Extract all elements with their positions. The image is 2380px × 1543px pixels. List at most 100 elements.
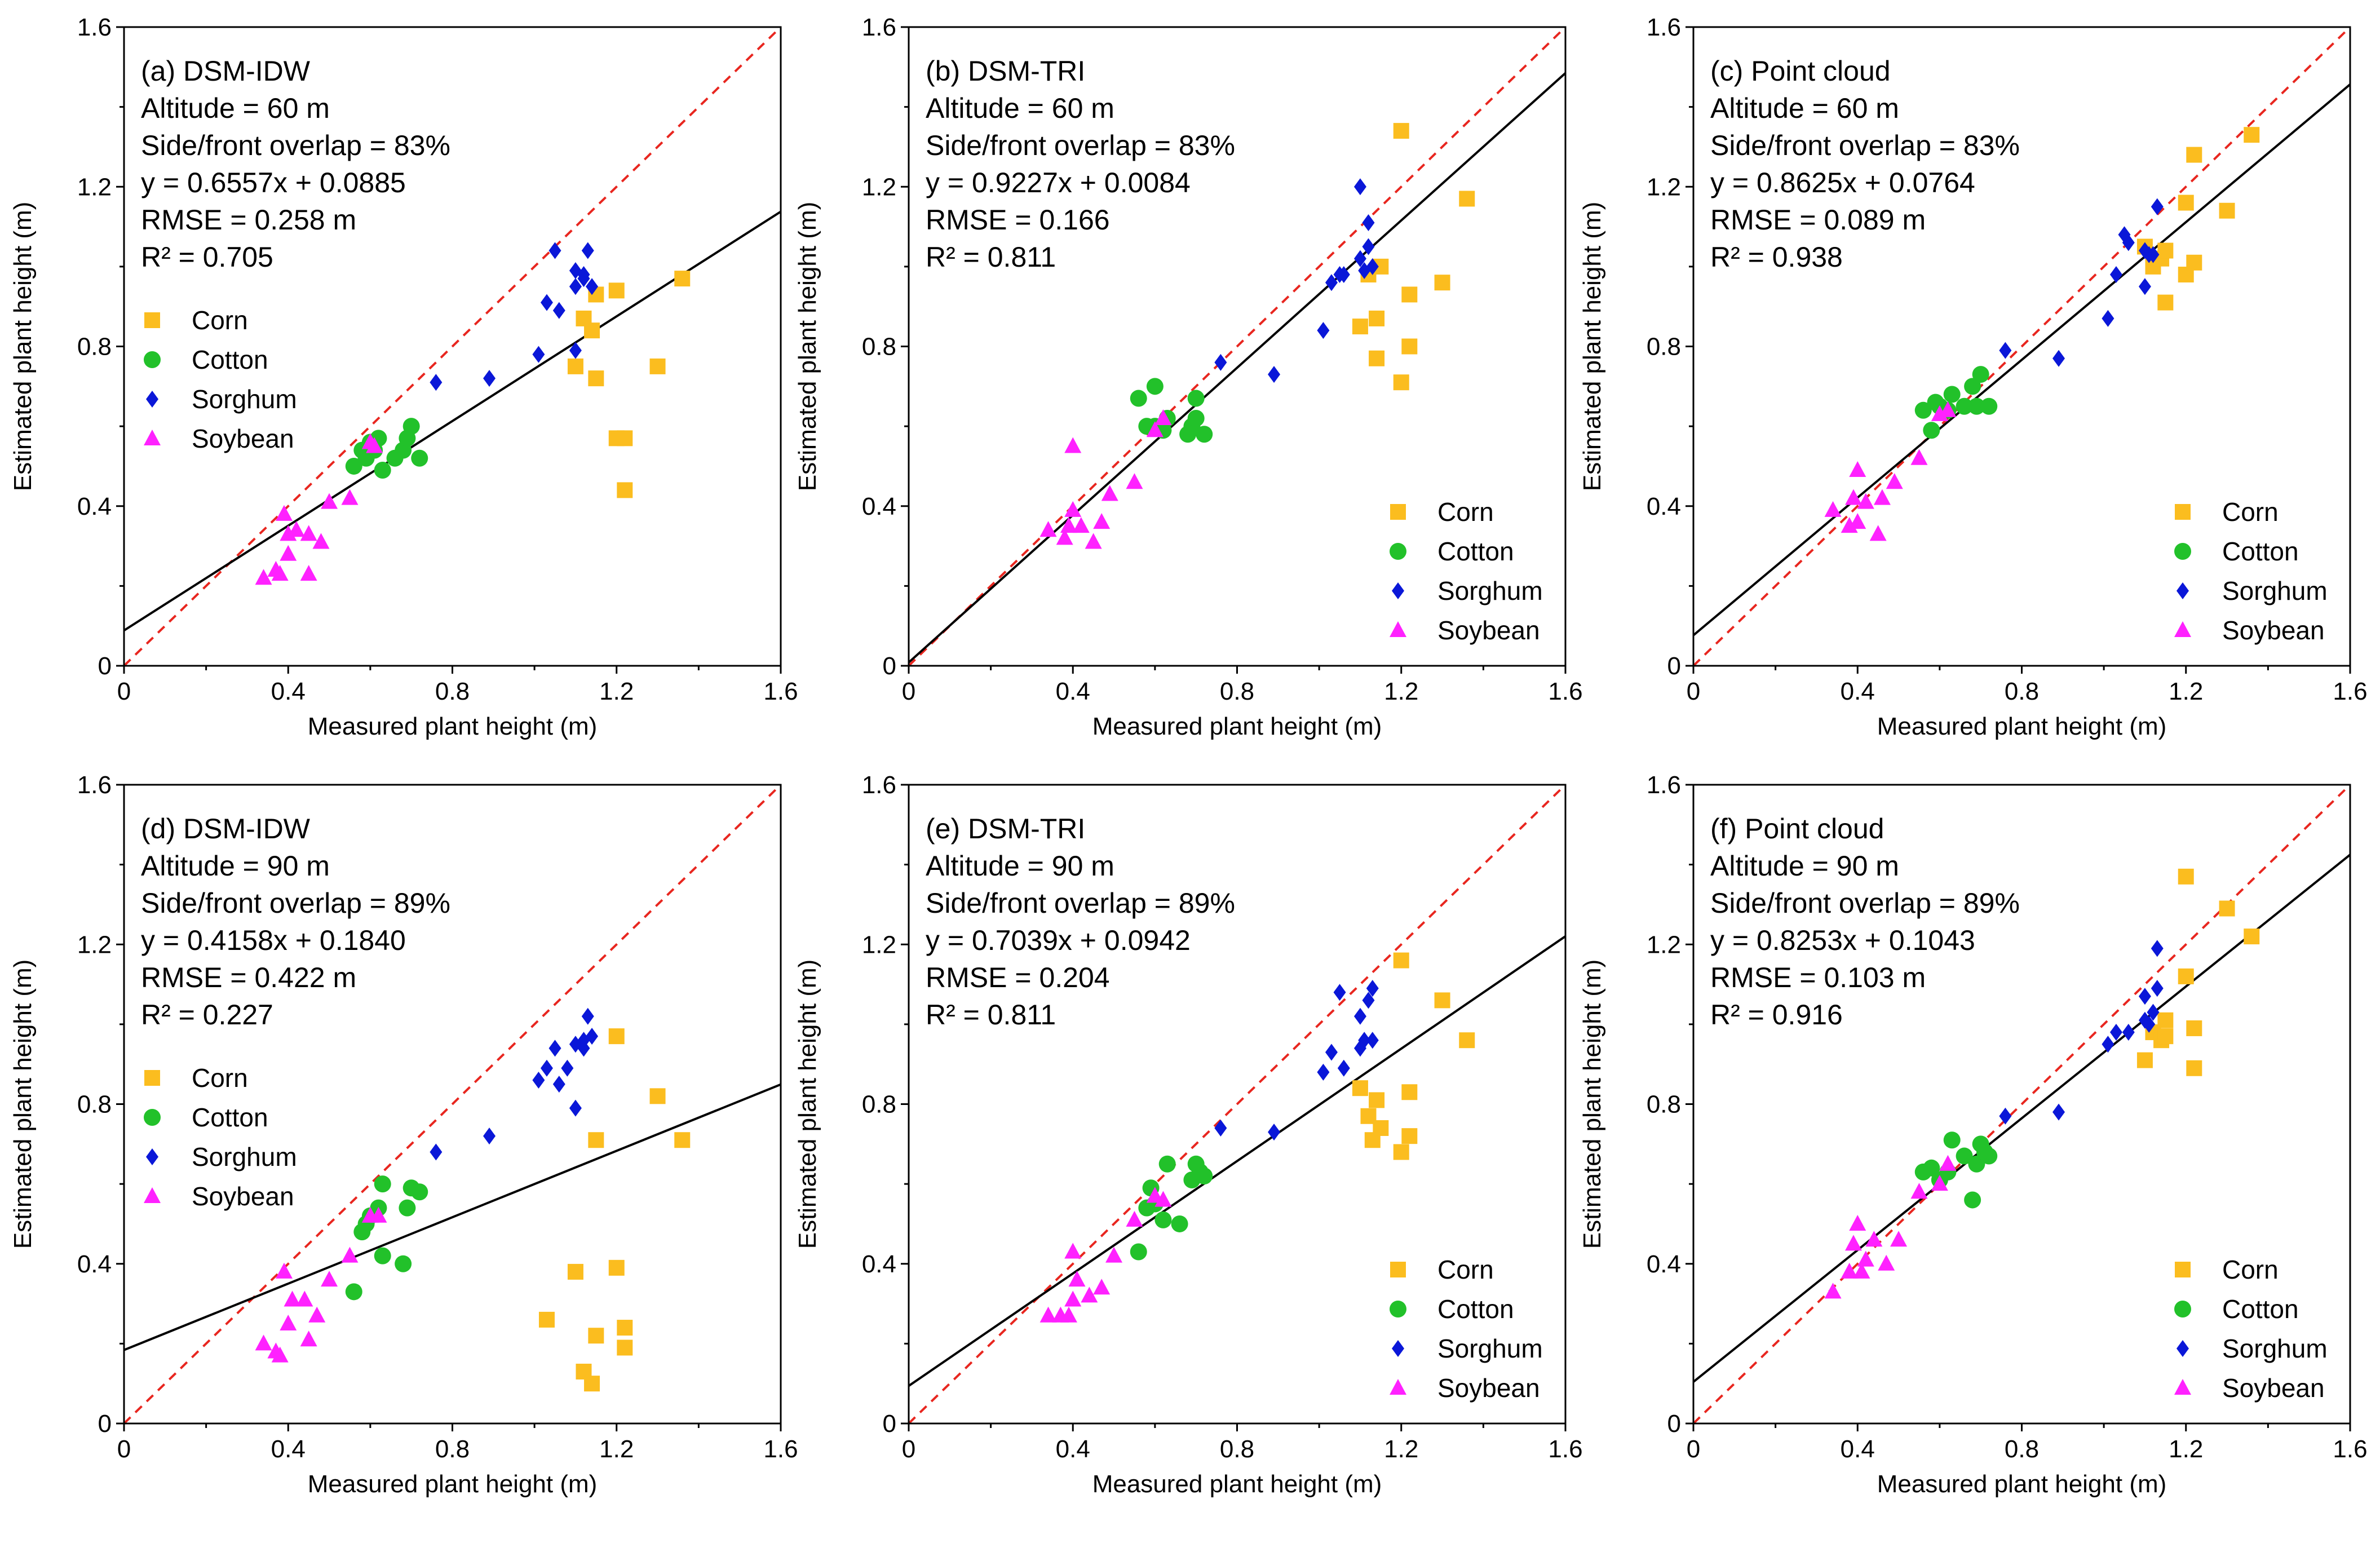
data-point-sorghum (2122, 1024, 2135, 1041)
y-tick-label: 0 (883, 652, 896, 680)
data-point-cotton (1196, 426, 1213, 443)
legend-marker-sorghum (2176, 1340, 2189, 1357)
x-tick-label: 1.2 (1384, 1435, 1418, 1463)
y-tick-label: 1.6 (77, 771, 112, 799)
data-point-soybean (1146, 421, 1164, 437)
y-axis-label: Estimated plant height (m) (1578, 960, 1606, 1249)
data-point-soybean (1824, 1283, 1842, 1299)
data-point-corn (2178, 868, 2194, 885)
data-point-cotton (411, 449, 428, 467)
data-point-corn (674, 1132, 691, 1148)
data-point-soybean (1857, 493, 1874, 509)
data-point-soybean (1056, 529, 1073, 545)
data-point-soybean (1844, 489, 1862, 505)
legend-label-corn: Corn (1437, 1255, 1494, 1284)
regression-line (124, 210, 781, 632)
y-tick-label: 0 (98, 1410, 112, 1438)
data-point-sorghum (1325, 274, 1338, 291)
data-point-corn (1393, 952, 1409, 969)
data-point-sorghum (569, 1099, 582, 1117)
legend: Corn Cotton Sorghum Soybean (1390, 1255, 1543, 1403)
annotation-line: (f) Point cloud (1710, 813, 1884, 845)
annotation-line: (c) Point cloud (1710, 55, 1891, 87)
legend-marker-soybean (144, 1187, 161, 1203)
data-point-sorghum (2122, 234, 2135, 251)
data-point-cotton (374, 1247, 391, 1265)
data-point-cotton (1187, 409, 1205, 427)
data-point-sorghum (483, 1128, 496, 1145)
data-point-sorghum (1366, 1032, 1379, 1049)
data-point-cotton (1154, 1211, 1172, 1228)
series-sorghum (430, 1007, 599, 1161)
annotation-line: Side/front overlap = 89% (141, 887, 450, 919)
data-point-sorghum (532, 1072, 545, 1089)
data-point-corn (1352, 1080, 1368, 1097)
one-to-one-line (909, 785, 1565, 1423)
legend-marker-corn (1390, 504, 1406, 520)
y-tick-label: 1.2 (77, 931, 112, 958)
x-tick-label: 0 (117, 1435, 131, 1463)
annotation-line: y = 0.4158x + 0.1840 (141, 925, 406, 956)
legend-marker-soybean (2174, 1379, 2191, 1395)
legend-label-cotton: Cotton (1437, 537, 1514, 566)
x-axis-label: Measured plant height (m) (1877, 713, 2167, 740)
legend-label-corn: Corn (192, 306, 248, 335)
series-sorghum (1999, 940, 2164, 1125)
data-point-corn (1401, 1084, 1418, 1100)
series-soybean (1039, 409, 1172, 549)
data-point-corn (1369, 310, 1385, 326)
data-point-soybean (271, 565, 289, 581)
x-tick-label: 1.2 (599, 1435, 634, 1463)
data-point-corn (608, 1028, 625, 1045)
annotation-line: Altitude = 90 m (926, 850, 1114, 882)
data-point-cotton (1196, 1167, 1213, 1184)
data-point-soybean (1064, 501, 1082, 517)
annotation-line: Altitude = 60 m (1710, 92, 1899, 124)
data-point-soybean (280, 525, 297, 541)
annotation-line: Side/front overlap = 89% (1710, 887, 2020, 919)
y-tick-label: 1.2 (1647, 173, 1681, 201)
legend-marker-cotton (1390, 1301, 1406, 1317)
x-tick-label: 0.4 (1841, 1435, 1875, 1463)
data-point-corn (1401, 286, 1418, 303)
data-point-corn (2178, 194, 2194, 211)
data-point-sorghum (2151, 198, 2164, 215)
data-point-cotton (1968, 397, 1985, 415)
data-point-soybean (1939, 1155, 1957, 1171)
annotation-line: R² = 0.916 (1710, 999, 1843, 1031)
annotation-line: R² = 0.938 (1710, 241, 1843, 273)
data-point-sorghum (561, 1059, 574, 1077)
data-point-sorghum (1325, 1044, 1338, 1061)
data-point-cotton (1972, 366, 1989, 383)
y-axis-label: Estimated plant height (m) (1578, 202, 1606, 492)
data-point-cotton (1187, 390, 1205, 407)
x-tick-label: 0.8 (1220, 1435, 1254, 1463)
y-tick-label: 1.2 (862, 931, 896, 958)
data-point-sorghum (552, 302, 565, 319)
data-point-soybean (1824, 501, 1842, 517)
series-cotton (1914, 366, 1998, 439)
x-tick-label: 0.4 (1056, 678, 1090, 705)
data-point-corn (2157, 294, 2174, 311)
x-tick-label: 0.8 (435, 1435, 470, 1463)
data-point-cotton (402, 418, 420, 435)
data-point-soybean (1869, 525, 1887, 541)
data-point-corn (1434, 275, 1450, 291)
series-sorghum (1214, 178, 1379, 383)
y-tick-label: 0.8 (77, 1091, 112, 1118)
data-point-sorghum (532, 346, 545, 363)
data-point-sorghum (1999, 342, 2012, 359)
data-point-sorghum (2143, 1015, 2156, 1033)
data-point-soybean (1060, 1306, 1077, 1323)
annotation-line: R² = 0.811 (926, 999, 1056, 1031)
series-soybean (1039, 1187, 1172, 1323)
legend-label-cotton: Cotton (192, 1103, 268, 1132)
chart-panel-b: 0 0.4 0.8 1.2 1.6 0 0.4 0.8 1.2 1.6 Measured plant… (794, 14, 1583, 740)
data-point-soybean (1101, 485, 1118, 501)
x-tick-label: 0 (1687, 1435, 1700, 1463)
x-tick-label: 0 (1687, 678, 1700, 705)
legend-label-soybean: Soybean (1437, 1373, 1540, 1403)
annotation-line: Side/front overlap = 83% (141, 130, 450, 161)
data-point-sorghum (1317, 1063, 1330, 1081)
